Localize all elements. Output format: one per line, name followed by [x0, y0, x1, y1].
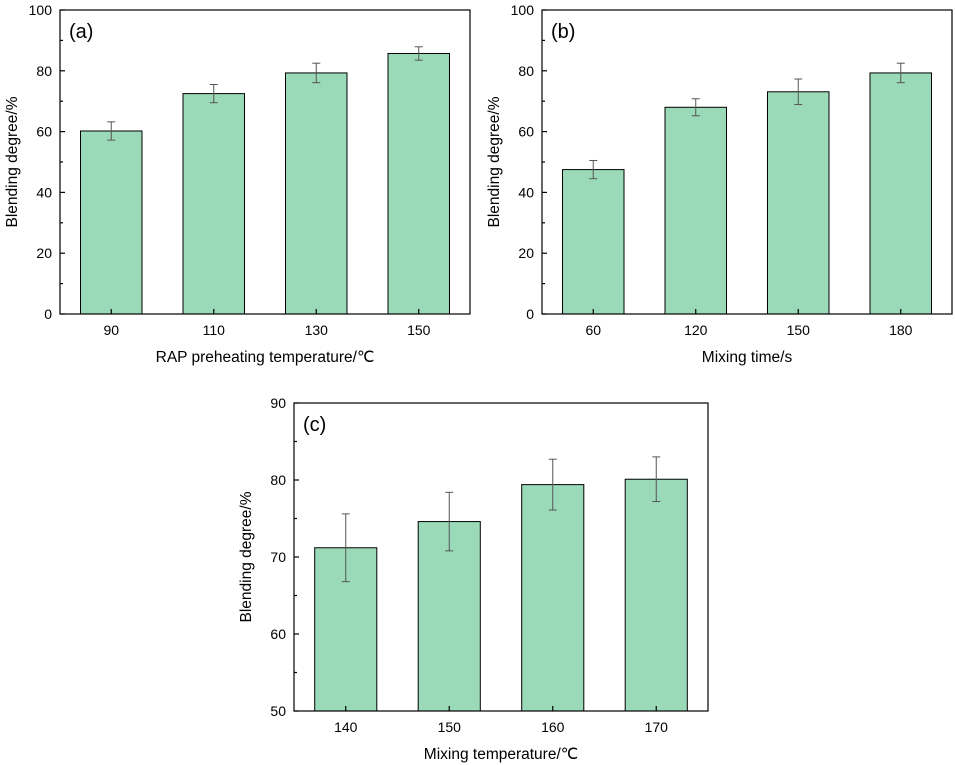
- y-tick-label: 20: [36, 245, 52, 261]
- y-tick-label: 100: [29, 2, 53, 18]
- bar-60: [562, 169, 625, 315]
- y-tick-label: 80: [518, 63, 534, 79]
- x-tick-label: 90: [103, 322, 119, 338]
- x-tick-label: 170: [645, 719, 669, 735]
- error-bar-110: [209, 83, 218, 104]
- error-bar-120: [691, 98, 700, 117]
- x-tick-label: 180: [889, 322, 913, 338]
- y-tick-label: 20: [518, 245, 534, 261]
- bar-160: [521, 484, 585, 712]
- x-tick-label: 120: [684, 322, 708, 338]
- bar-140: [314, 547, 378, 712]
- x-tick-label: 150: [438, 719, 462, 735]
- error-bar-150: [445, 491, 454, 552]
- x-axis-label: RAP preheating temperature/℃: [156, 349, 375, 366]
- y-tick-label: 100: [511, 2, 535, 18]
- panel-c: 140 150 160 170 50 60 70 80 90 (c) Mixing temperat…: [238, 395, 709, 763]
- y-tick-label: 0: [44, 306, 52, 322]
- y-tick-label: 70: [270, 549, 286, 565]
- y-tick-label: 60: [270, 626, 286, 642]
- bar-150: [387, 52, 450, 315]
- y-axis-label: Blending degree/%: [486, 96, 503, 227]
- bar-150: [767, 91, 830, 315]
- panel-label: (b): [551, 21, 575, 43]
- bar-130: [285, 72, 348, 315]
- bar-170: [624, 478, 688, 712]
- error-bar-140: [341, 513, 350, 583]
- y-tick-label: 90: [270, 395, 286, 411]
- plot-frame: [293, 402, 709, 712]
- y-tick-label: 60: [518, 124, 534, 140]
- error-bar-170: [652, 456, 661, 503]
- x-axis-label: Mixing time/s: [702, 349, 793, 366]
- error-bar-130: [312, 62, 321, 84]
- bar-120: [664, 106, 727, 315]
- panel-b: 60 120 150 180 0 20 40 60 80 100 (b) Mixing time/s B…: [486, 2, 953, 366]
- y-tick-label: 60: [36, 124, 52, 140]
- x-tick-label: 150: [787, 322, 811, 338]
- error-bar-150: [794, 78, 803, 106]
- x-tick-label: 60: [585, 322, 601, 338]
- x-tick-label: 140: [334, 719, 358, 735]
- bar-110: [182, 93, 245, 315]
- error-bar-160: [548, 458, 557, 511]
- x-tick-label: 110: [203, 322, 226, 338]
- y-tick-label: 80: [36, 63, 52, 79]
- plot-frame: [59, 9, 471, 315]
- y-tick-label: 80: [270, 472, 286, 488]
- plot-frame: [541, 9, 953, 315]
- error-bar-150: [414, 46, 423, 61]
- error-bar-90: [107, 121, 116, 141]
- bar-180: [869, 72, 932, 315]
- panel-label: (a): [69, 21, 93, 43]
- y-tick-label: 40: [518, 184, 534, 200]
- panel-a: 90 110 130 150 0 20 40 60 80 100 (a) RAP preheating…: [4, 2, 471, 366]
- panel-label: (c): [303, 414, 326, 436]
- y-axis-label: Blending degree/%: [4, 96, 21, 227]
- error-bar-180: [896, 62, 905, 84]
- x-tick-label: 130: [305, 322, 329, 338]
- y-tick-label: 0: [526, 306, 534, 322]
- x-tick-label: 160: [541, 719, 565, 735]
- x-tick-label: 150: [407, 322, 431, 338]
- error-bar-60: [589, 159, 598, 180]
- bar-150: [417, 521, 481, 712]
- y-tick-label: 40: [36, 184, 52, 200]
- y-axis-label: Blending degree/%: [238, 491, 255, 622]
- bar-90: [80, 130, 143, 315]
- x-axis-label: Mixing temperature/℃: [424, 746, 578, 763]
- y-tick-label: 50: [270, 703, 286, 719]
